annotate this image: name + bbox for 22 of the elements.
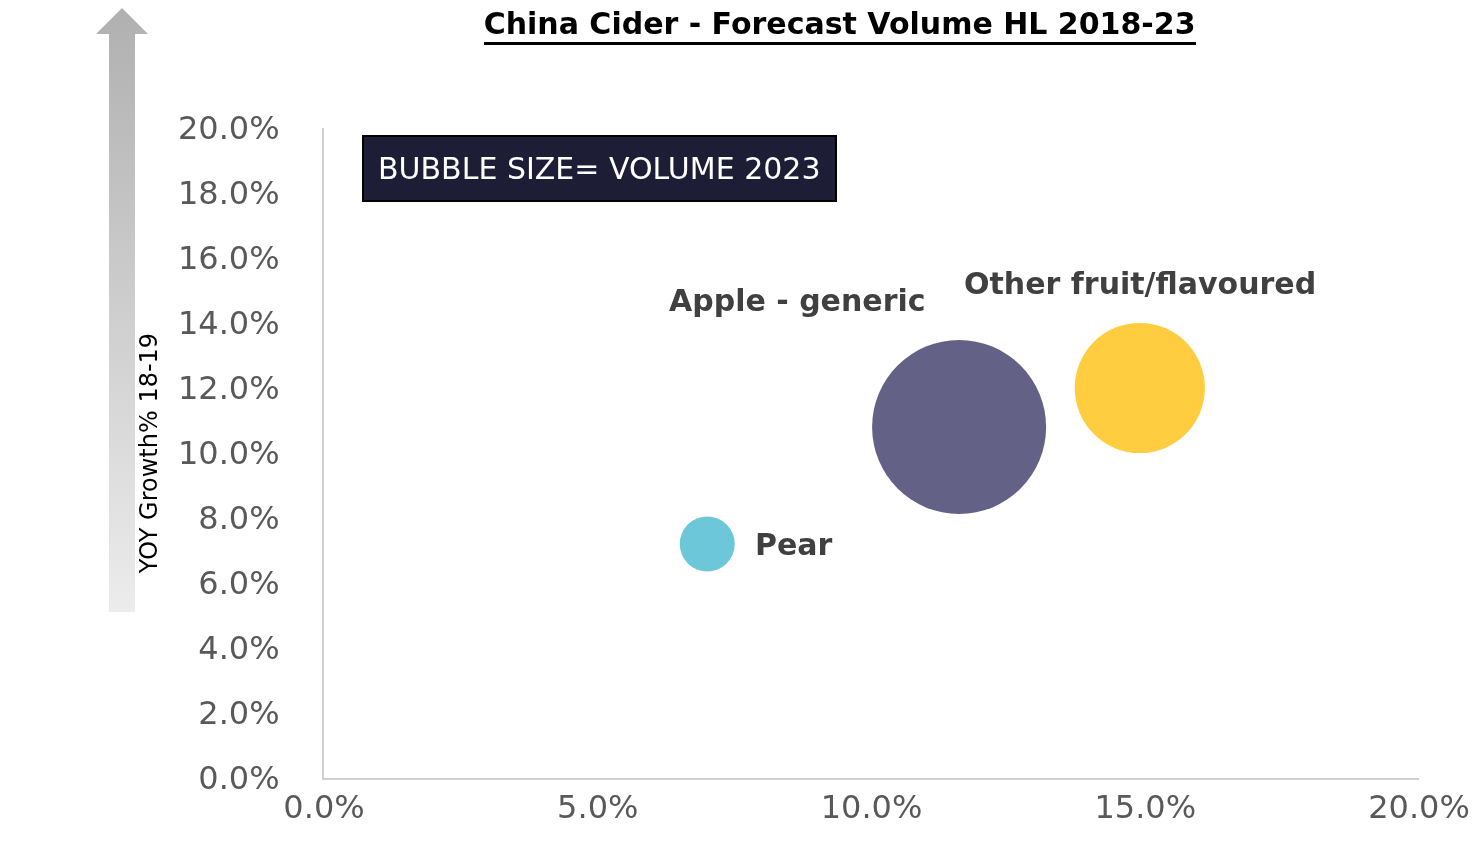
y-tick-label: 16.0% (177, 239, 280, 278)
x-tick-label: 20.0% (1368, 788, 1470, 827)
x-tick-label: 5.0% (557, 788, 639, 827)
x-tick-label: 15.0% (1094, 788, 1197, 827)
x-tick-label: 10.0% (820, 788, 923, 827)
y-tick-label: 8.0% (198, 499, 280, 538)
y-tick-label: 2.0% (198, 694, 280, 733)
y-tick-label: 6.0% (198, 564, 280, 603)
series-label: Pear (755, 527, 833, 562)
y-tick-label: 0.0% (198, 759, 280, 798)
y-tick-label: 12.0% (177, 369, 280, 408)
y-tick-label: 4.0% (198, 629, 280, 668)
x-tick-label: 0.0% (283, 788, 365, 827)
chart-title: China Cider - Forecast Volume HL 2018-23 (483, 5, 1196, 41)
y-axis-title: YOY Growth% 18-19 (134, 332, 163, 575)
y-tick-label: 14.0% (177, 304, 280, 343)
y-tick-label: 10.0% (177, 434, 280, 473)
y-tick-label: 20.0% (177, 109, 280, 148)
y-tick-label: 18.0% (177, 174, 280, 213)
series-label: Apple - generic (669, 283, 926, 318)
series-label: Other fruit/flavoured (964, 266, 1317, 301)
annotation: BUBBLE SIZE= VOLUME 2023 (378, 151, 821, 186)
